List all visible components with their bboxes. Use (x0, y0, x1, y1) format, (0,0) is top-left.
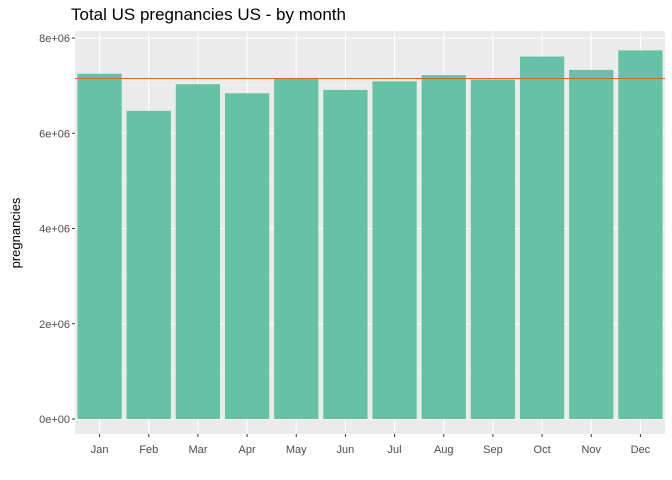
minor-gridlines (75, 85, 665, 372)
bar-apr (224, 93, 270, 420)
bar-aug (421, 75, 466, 420)
y-tick-label: 0e+00 (39, 414, 70, 426)
bars (77, 50, 663, 420)
bar-oct (519, 56, 565, 419)
bar-feb (126, 110, 171, 420)
x-tick-label: Jun (337, 444, 355, 456)
bar-jan (77, 73, 122, 419)
y-tick-label: 4e+06 (39, 224, 70, 236)
y-tick-label: 6e+06 (39, 128, 70, 140)
x-tick-label: Feb (139, 444, 158, 456)
y-axis-title: pregnancies (8, 197, 23, 268)
x-tick-label: Nov (581, 444, 601, 456)
x-tick-label: Dec (631, 444, 651, 456)
y-axis: 0e+00 2e+06 4e+06 6e+06 8e+06 (39, 33, 75, 426)
bar-sep (470, 79, 516, 419)
plot-panel (75, 31, 665, 434)
y-tick-label: 2e+06 (39, 319, 70, 331)
bar-mar (175, 84, 221, 419)
bar-nov (569, 69, 614, 419)
bar-dec (618, 50, 663, 419)
x-tick-label: Mar (188, 444, 207, 456)
bar-may (274, 78, 319, 419)
x-tick-label: Oct (534, 444, 551, 456)
y-tick-label: 8e+06 (39, 33, 70, 45)
bar-jun (323, 89, 368, 419)
x-tick-label: Sep (483, 444, 503, 456)
x-tick-label: Jul (388, 444, 402, 456)
x-tick-label: Aug (434, 444, 454, 456)
x-tick-label: Jan (91, 444, 109, 456)
chart-title: Total US pregnancies US - by month (71, 5, 346, 24)
x-tick-label: Apr (239, 444, 256, 456)
x-axis: Jan Feb Mar Apr May Jun Jul Aug Sep Oct Nov Dec (91, 434, 651, 456)
x-tick-label: May (286, 444, 307, 456)
bar-jul (372, 81, 417, 420)
